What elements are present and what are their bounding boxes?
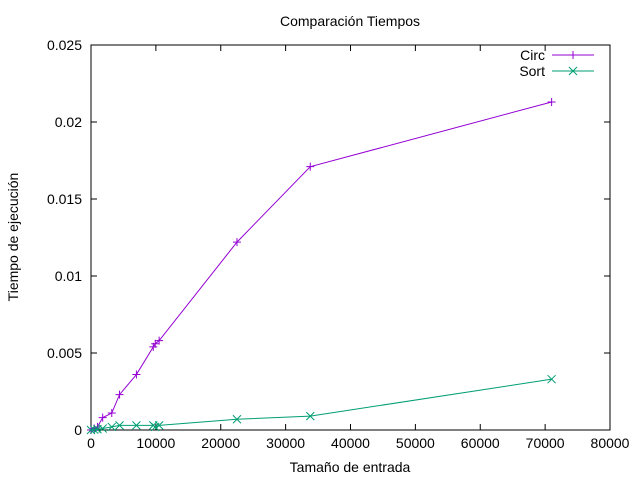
y-tick-label: 0.025	[47, 37, 82, 53]
chart-title: Comparación Tiempos	[280, 13, 420, 29]
data-point-sort	[98, 424, 108, 433]
data-point-circ	[98, 413, 107, 422]
x-tick-label: 40000	[331, 435, 370, 451]
data-point-circ	[107, 409, 116, 418]
x-tick-label: 30000	[266, 435, 305, 451]
data-point-sort	[547, 374, 556, 384]
data-point-circ	[306, 162, 315, 171]
data-point-circ	[132, 370, 141, 379]
data-point-sort	[107, 422, 117, 432]
data-point-circ	[547, 97, 556, 106]
data-point-sort	[305, 411, 315, 421]
data-point-sort	[154, 421, 164, 430]
series-line-circ	[90, 101, 552, 431]
data-point-sort	[132, 421, 141, 430]
x-axis-label: Tamaño de entrada	[290, 459, 411, 475]
legend-label-sort: Sort	[519, 63, 545, 79]
data-point-circ	[155, 336, 164, 345]
y-tick-label: 0	[74, 422, 82, 438]
x-tick-label: 80000	[591, 435, 630, 451]
x-tick-label: 70000	[526, 435, 565, 451]
y-tick-label: 0.01	[55, 268, 82, 284]
data-point-sort	[89, 425, 99, 435]
y-tick-label: 0.005	[47, 345, 82, 361]
data-point-circ	[115, 390, 124, 399]
legend-label-circ: Circ	[520, 47, 545, 63]
legend-marker-sort	[568, 66, 578, 76]
y-tick-label: 0.02	[55, 114, 82, 130]
x-tick-label: 50000	[396, 435, 435, 451]
plot-frame	[90, 44, 611, 431]
x-tick-label: 0	[87, 435, 95, 451]
x-tick-label: 20000	[201, 435, 240, 451]
data-point-sort	[232, 414, 242, 424]
x-tick-label: 60000	[461, 435, 500, 451]
series-line-sort	[90, 378, 552, 431]
data-point-circ	[232, 238, 241, 247]
x-tick-label: 10000	[136, 435, 175, 451]
plot-area: 0 10000 20000 30000 40000 50000 60000 70000 8000…	[47, 37, 630, 451]
y-axis-label: Tiempo de ejecución	[5, 173, 21, 302]
data-point-sort	[115, 421, 124, 430]
legend-marker-circ	[569, 51, 577, 59]
y-tick-label: 0.015	[47, 191, 82, 207]
